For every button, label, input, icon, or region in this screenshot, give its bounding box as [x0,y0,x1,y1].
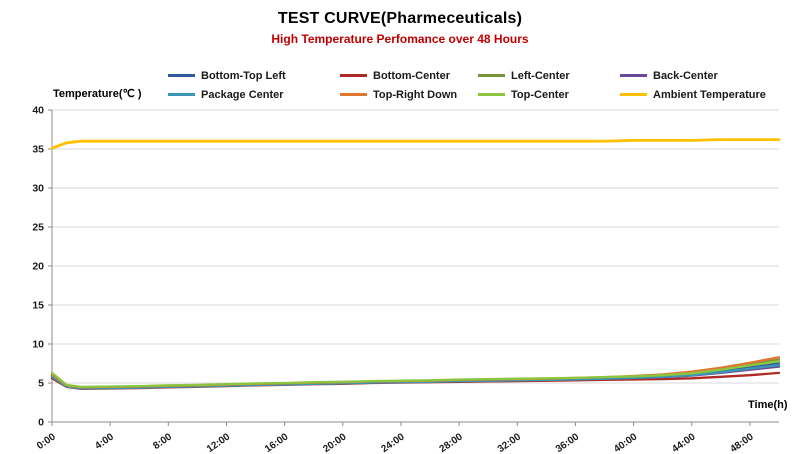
legend-item-top-right-down: Top-Right Down [340,85,478,104]
y-axis-tick-label: 10 [32,339,44,351]
x-axis-tick-label: 24:00 [379,431,407,454]
x-axis-tick-label: 0:00 [35,431,58,452]
y-axis-tick-label: 20 [32,261,44,273]
legend-item-package-center: Package Center [168,85,340,104]
legend-item-left-center: Left-Center [478,66,620,85]
x-axis-tick-label: 44:00 [670,431,698,454]
legend-label: Bottom-Center [373,69,450,82]
x-axis-tick-label: 20:00 [321,431,349,454]
y-axis-tick-label: 0 [38,417,44,429]
legend-swatch [478,74,505,77]
legend-label: Bottom-Top Left [201,69,286,82]
legend-label: Package Center [201,88,284,101]
x-axis-tick-label: 32:00 [496,431,524,454]
legend-label: Ambient Temperature [653,88,766,101]
y-axis-tick-label: 40 [32,105,44,117]
legend-item-bottom-top-left: Bottom-Top Left [168,66,340,85]
x-axis-tick-label: 28:00 [438,431,466,454]
x-axis-title: Time(h) [748,399,788,411]
legend-item-ambient-temperature: Ambient Temperature [620,85,766,104]
y-axis-tick-label: 30 [32,183,44,195]
chart-legend: Bottom-Top Left Bottom-Center Left-Center B… [168,66,766,104]
x-axis-tick-label: 12:00 [205,431,233,454]
legend-swatch [340,93,367,96]
x-axis-tick-label: 4:00 [93,431,116,452]
legend-item-bottom-center: Bottom-Center [340,66,478,85]
x-axis-tick-label: 36:00 [554,431,582,454]
y-axis-tick-label: 5 [38,378,44,390]
chart-title: TEST CURVE(Pharmeceuticals) [277,10,523,27]
x-axis-tick-label: 8:00 [151,431,174,452]
legend-label: Top-Right Down [373,88,458,101]
legend-swatch [620,93,647,96]
y-axis-tick-label: 15 [32,300,44,312]
y-axis-tick-label: 25 [32,222,44,234]
legend-label: Top-Center [511,88,569,101]
legend-swatch [478,93,505,96]
legend-swatch [340,74,367,77]
legend-swatch [168,93,195,96]
legend-item-top-center: Top-Center [478,85,620,104]
chart-header: TEST CURVE(Pharmeceuticals) High Tempera… [0,10,800,46]
y-axis-title: Temperature(℃ ) [53,88,142,100]
legend-label: Back-Center [653,69,718,82]
legend-item-back-center: Back-Center [620,66,766,85]
legend-swatch [168,74,195,77]
chart-subtitle: High Temperature Perfomance over 48 Hour… [271,32,529,46]
x-axis-tick-label: 48:00 [728,431,756,454]
x-axis-tick-label: 16:00 [263,431,291,454]
x-axis-tick-label: 40:00 [612,431,640,454]
legend-label: Left-Center [511,69,570,82]
series-line-ambient-temperature [50,138,781,150]
legend-swatch [620,74,647,77]
series-line-top-center [50,360,781,389]
y-axis-tick-label: 35 [32,144,44,156]
